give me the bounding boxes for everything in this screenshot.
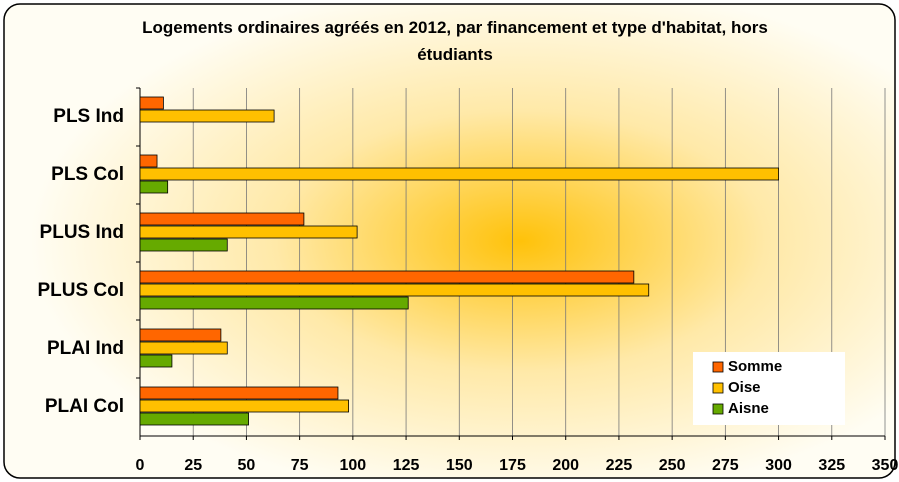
- y-tick-label: PLS Col: [51, 164, 124, 185]
- legend-label: Somme: [728, 358, 782, 375]
- bar: [139, 399, 350, 413]
- bar: [139, 328, 222, 342]
- x-tick-label: 150: [446, 457, 473, 474]
- bar: [139, 270, 635, 284]
- x-tick-label: 100: [340, 457, 367, 474]
- x-tick-label: 225: [606, 457, 633, 474]
- x-tick-label: 350: [872, 457, 899, 474]
- y-tick-label: PLUS Ind: [40, 222, 124, 243]
- y-tick-label: PLS Ind: [53, 106, 124, 127]
- legend-swatch: [712, 403, 724, 415]
- x-tick-label: 175: [499, 457, 526, 474]
- bar: [139, 341, 228, 355]
- x-tick-label: 75: [291, 457, 309, 474]
- bar: [139, 212, 305, 226]
- x-tick-label: 125: [393, 457, 420, 474]
- x-tick-label: 275: [712, 457, 739, 474]
- bar: [139, 167, 779, 181]
- x-tick-label: 0: [136, 457, 145, 474]
- x-tick-label: 250: [659, 457, 686, 474]
- legend-label: Aisne: [728, 400, 769, 417]
- x-tick-label: 200: [552, 457, 579, 474]
- bar: [139, 283, 650, 297]
- x-tick-label: 300: [765, 457, 792, 474]
- y-tick-label: PLAI Ind: [47, 338, 124, 359]
- y-tick-label: PLUS Col: [37, 280, 124, 301]
- legend-swatch: [712, 382, 724, 394]
- x-tick-label: 325: [818, 457, 845, 474]
- bar: [139, 354, 173, 368]
- x-tick-label: 25: [184, 457, 202, 474]
- bar: [139, 386, 339, 400]
- bar: [139, 225, 358, 239]
- chart-title: Logements ordinaires agréés en 2012, par…: [142, 18, 768, 64]
- bar: [139, 238, 228, 252]
- bar: [139, 154, 158, 168]
- legend-label: Oise: [728, 379, 761, 396]
- bar: [139, 412, 249, 426]
- y-tick-label: PLAI Col: [45, 396, 124, 417]
- legend-swatch: [712, 361, 724, 373]
- bar: [139, 296, 409, 310]
- x-tick-label: 50: [238, 457, 256, 474]
- bar: [139, 109, 275, 123]
- bar: [139, 180, 169, 194]
- bar: [139, 96, 164, 110]
